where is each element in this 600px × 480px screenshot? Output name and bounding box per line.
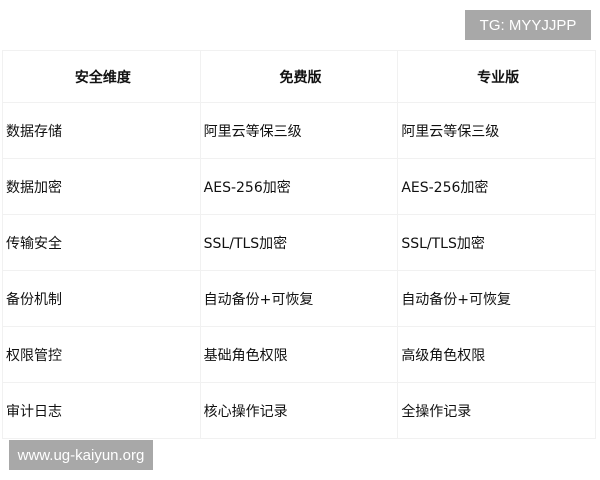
cell-pro: SSL/TLS加密 (397, 214, 596, 271)
cell-pro: 全操作记录 (397, 382, 596, 439)
table-row: 权限管控 基础角色权限 高级角色权限 (2, 326, 596, 383)
cell-dimension: 数据加密 (2, 158, 201, 215)
cell-pro: 阿里云等保三级 (397, 102, 596, 159)
cell-pro: 自动备份+可恢复 (397, 270, 596, 327)
table-row: 备份机制 自动备份+可恢复 自动备份+可恢复 (2, 270, 596, 327)
cell-free: AES-256加密 (199, 158, 399, 215)
security-comparison-table: 安全维度 免费版 专业版 数据存储 阿里云等保三级 阿里云等保三级 数据加密 AES-2… (2, 50, 596, 439)
cell-free: 核心操作记录 (199, 382, 399, 439)
cell-dimension: 权限管控 (2, 326, 201, 383)
table-row: 数据加密 AES-256加密 AES-256加密 (2, 158, 596, 215)
table-header-row: 安全维度 免费版 专业版 (2, 50, 596, 103)
cell-dimension: 传输安全 (2, 214, 201, 271)
cell-pro: AES-256加密 (397, 158, 596, 215)
cell-dimension: 数据存储 (2, 102, 201, 159)
cell-free: 基础角色权限 (199, 326, 399, 383)
cell-free: 阿里云等保三级 (199, 102, 399, 159)
table-row: 传输安全 SSL/TLS加密 SSL/TLS加密 (2, 214, 596, 271)
tg-watermark: TG: MYYJJPP (465, 10, 591, 40)
header-dimension: 安全维度 (2, 50, 201, 103)
site-watermark: www.ug-kaiyun.org (9, 440, 153, 470)
table-row: 数据存储 阿里云等保三级 阿里云等保三级 (2, 102, 596, 159)
cell-pro: 高级角色权限 (397, 326, 596, 383)
header-free: 免费版 (199, 50, 399, 103)
cell-free: 自动备份+可恢复 (199, 270, 399, 327)
cell-free: SSL/TLS加密 (199, 214, 399, 271)
cell-dimension: 备份机制 (2, 270, 201, 327)
table-row: 审计日志 核心操作记录 全操作记录 (2, 382, 596, 439)
cell-dimension: 审计日志 (2, 382, 201, 439)
header-pro: 专业版 (397, 50, 596, 103)
